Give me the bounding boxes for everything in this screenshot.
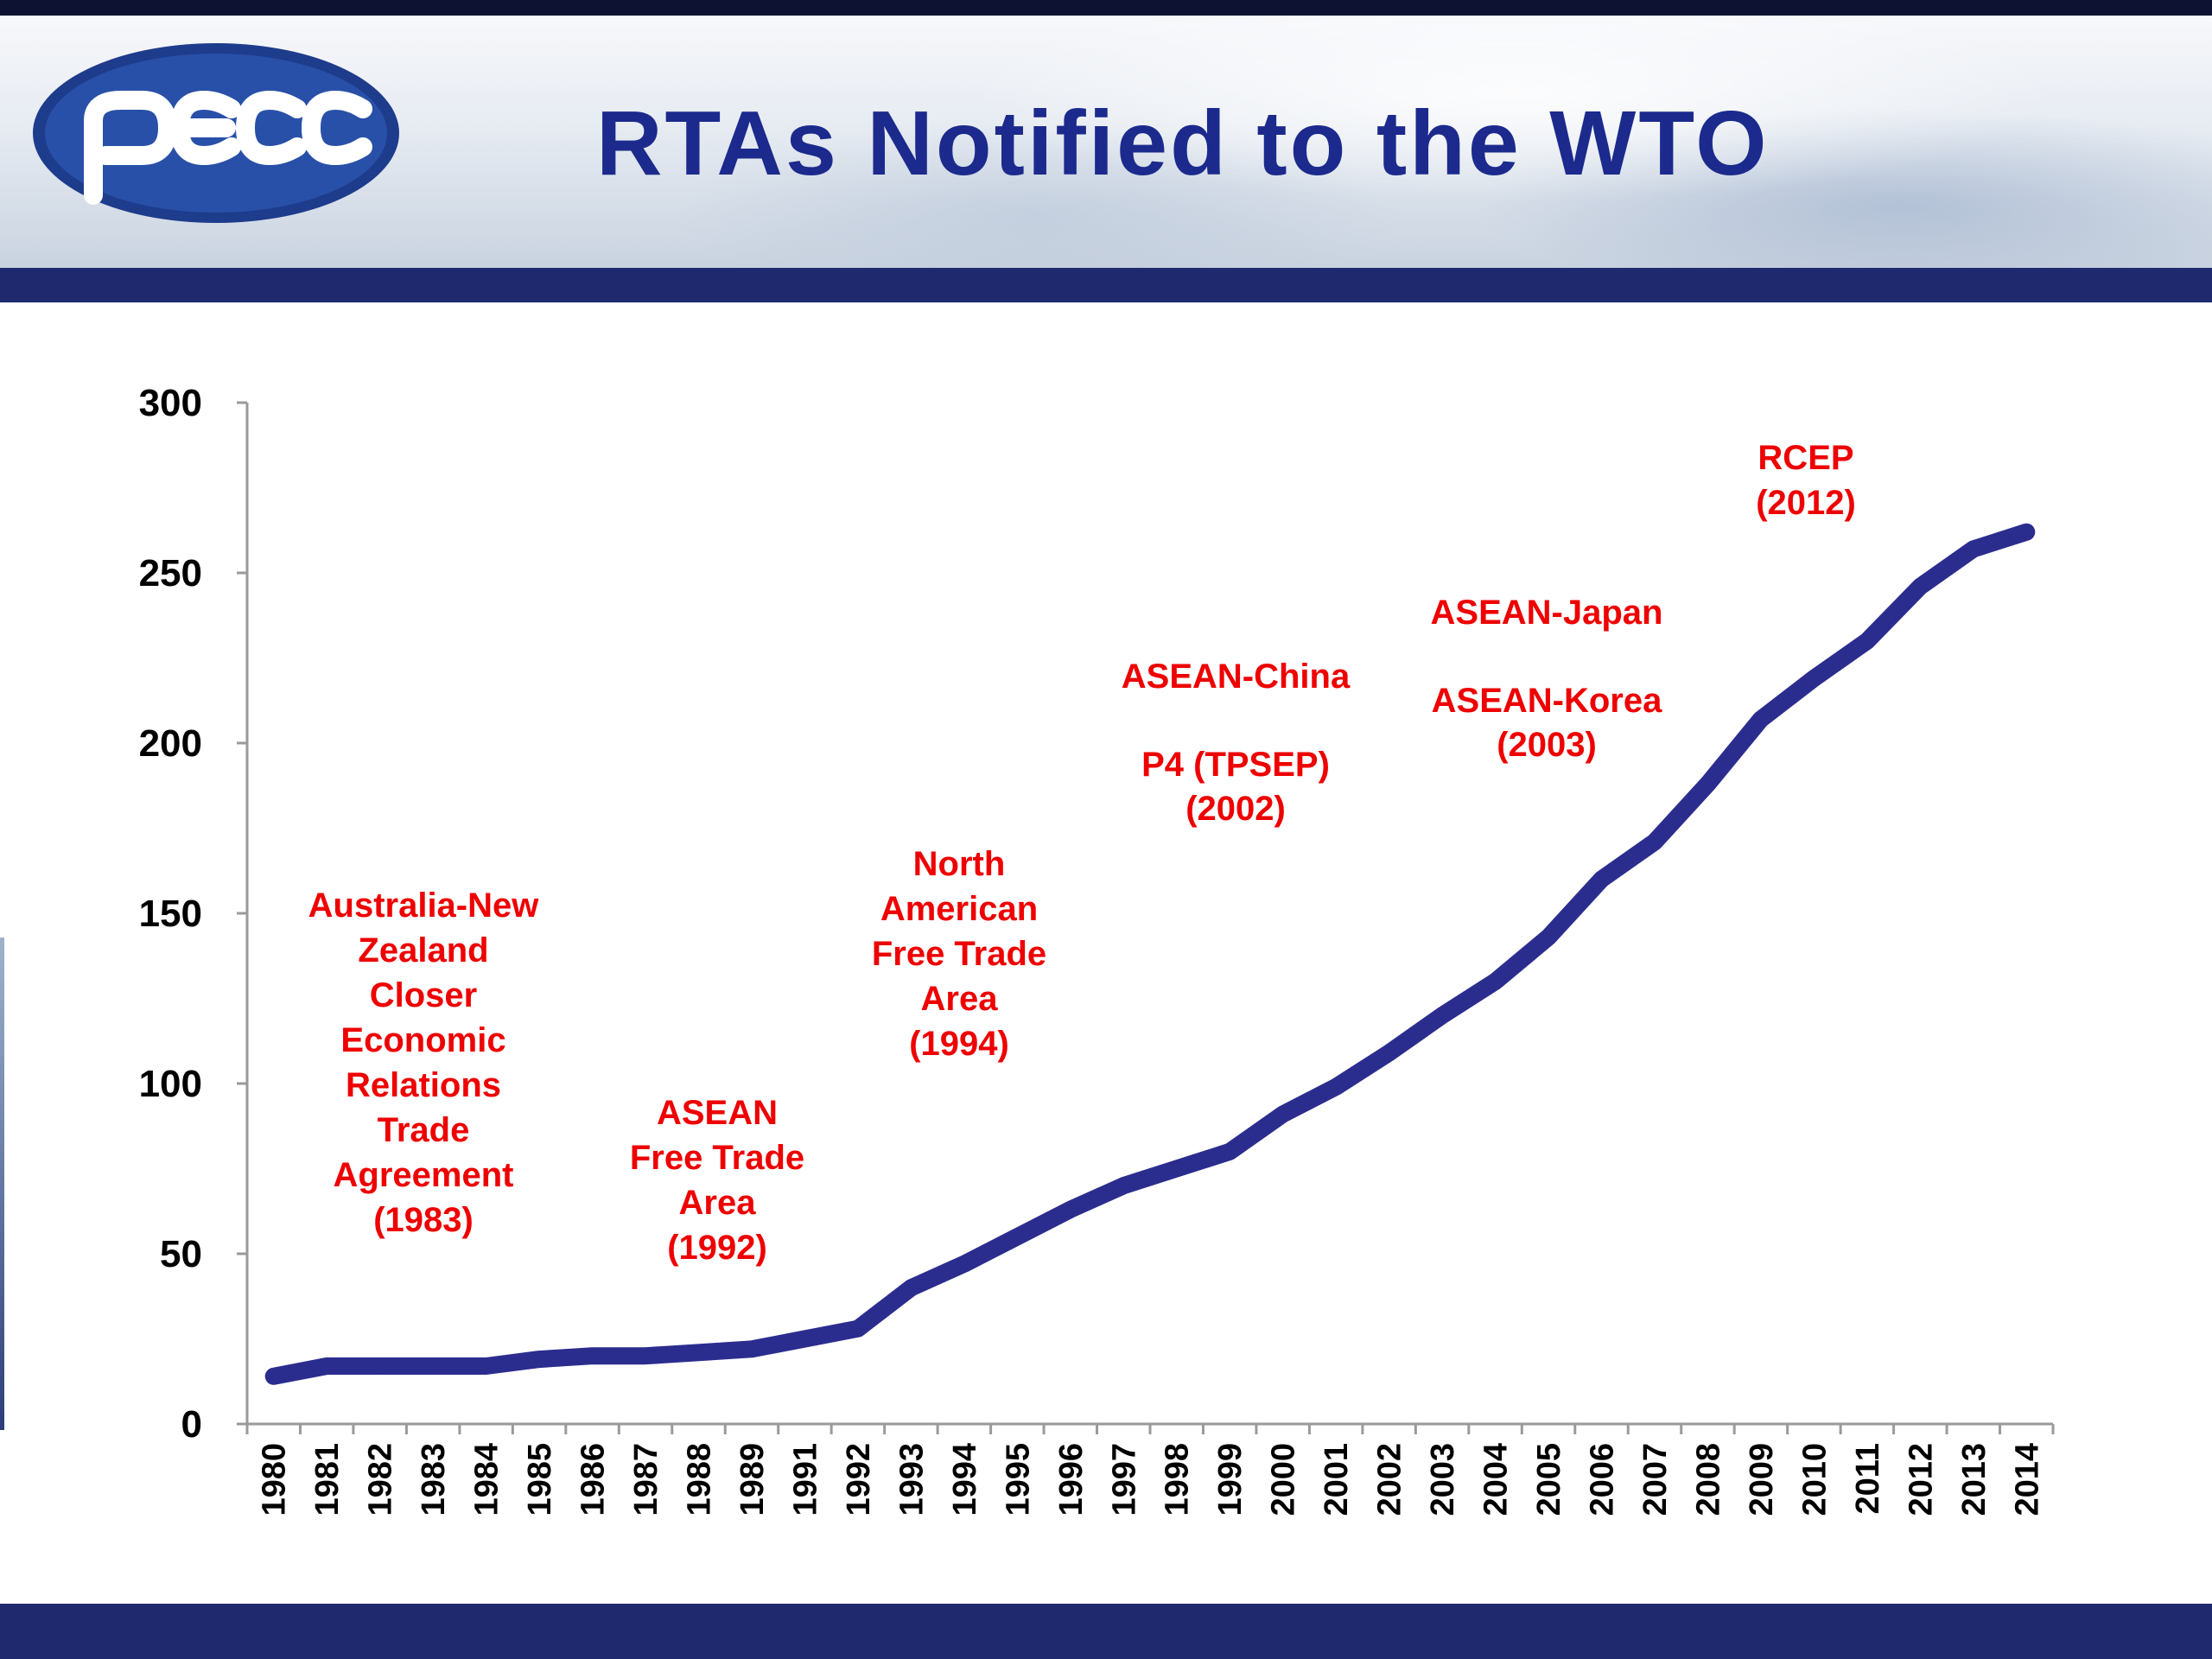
annotation-asean-japan-korea: ASEAN-Japan ASEAN-Korea (2003)	[1430, 594, 1663, 764]
x-tick-label: 1991	[787, 1443, 823, 1516]
data-point-2006	[1593, 871, 1610, 887]
x-tick-label: 1988	[682, 1443, 718, 1516]
x-tick-label: 2009	[1744, 1443, 1780, 1516]
data-point-2009	[1752, 711, 1769, 728]
x-tick-label: 1996	[1053, 1443, 1090, 1516]
x-tick-label: 1985	[522, 1443, 558, 1516]
annotation-nafta: North American Free Trade Area (1994)	[871, 845, 1047, 1063]
x-tick-label: 1984	[469, 1443, 505, 1516]
data-point-2000	[1274, 1106, 1291, 1122]
x-tick-label: 1986	[575, 1443, 612, 1516]
x-tick-label: 2011	[1850, 1443, 1886, 1514]
slide-title: RTAs Notified to the WTO	[596, 92, 1770, 194]
data-points	[265, 524, 2035, 1384]
data-point-1993	[903, 1280, 919, 1296]
footer-bar	[0, 1604, 2212, 1659]
x-tick-label: 2003	[1425, 1443, 1461, 1516]
data-point-1999	[1222, 1143, 1238, 1160]
data-point-1981	[319, 1358, 335, 1375]
x-ticks: 1980 1981 1982 1983 1984 1985 1986 1987 1988 1989…	[245, 1424, 2055, 1516]
annotation-asean-china-p4: ASEAN-China P4 (TPSEP) (2002)	[1121, 658, 1351, 828]
x-tick-label: 1994	[947, 1443, 983, 1516]
data-point-1995	[1009, 1229, 1026, 1245]
header-rule	[0, 268, 2212, 302]
y-tick-label: 50	[160, 1233, 202, 1275]
x-tick-label: 1989	[734, 1443, 771, 1516]
y-tick-label: 100	[139, 1063, 202, 1105]
pecc-logo	[31, 41, 401, 225]
data-point-1983	[425, 1358, 442, 1375]
x-tick-label: 1980	[257, 1443, 293, 1516]
series-line-rtas	[264, 523, 2036, 1385]
y-tick-label: 200	[139, 722, 202, 765]
x-tick-label: 2010	[1796, 1443, 1833, 1516]
data-point-2002	[1381, 1045, 1397, 1061]
left-edge-decoration	[0, 938, 4, 1430]
x-tick-label: 1981	[309, 1443, 346, 1516]
x-tick-label: 1998	[1160, 1443, 1196, 1516]
x-tick-label: 1982	[363, 1443, 399, 1516]
data-point-1989	[743, 1341, 760, 1357]
x-tick-label: 2000	[1266, 1443, 1302, 1516]
data-point-1980	[265, 1368, 282, 1384]
annotation-anzcerta: Australia-New Zealand Closer Economic Re…	[308, 887, 539, 1239]
x-tick-label: 2012	[1903, 1443, 1939, 1516]
data-point-1994	[956, 1255, 972, 1272]
x-tick-label: 2006	[1585, 1443, 1621, 1516]
x-tick-label: 1999	[1212, 1443, 1249, 1516]
x-tick-label: 2001	[1319, 1443, 1355, 1516]
data-point-1996	[1062, 1201, 1078, 1217]
data-point-1984	[478, 1358, 494, 1375]
x-tick-label: 2004	[1478, 1443, 1515, 1516]
data-point-2011	[1859, 632, 1875, 649]
y-tick-label: 150	[139, 893, 202, 935]
data-point-2005	[1541, 929, 1557, 945]
y-tick-label: 300	[139, 382, 202, 424]
x-tick-label: 1997	[1106, 1443, 1142, 1516]
x-tick-label: 2002	[1372, 1443, 1408, 1516]
x-tick-label: 2014	[2009, 1443, 2045, 1516]
data-point-1992	[849, 1320, 866, 1337]
data-point-2008	[1700, 776, 1716, 792]
data-point-2007	[1646, 834, 1662, 850]
data-point-2003	[1434, 1007, 1451, 1024]
data-point-1982	[372, 1358, 388, 1375]
data-point-1991	[797, 1331, 813, 1347]
x-tick-label: 1987	[628, 1443, 664, 1516]
data-point-1997	[1116, 1178, 1132, 1194]
data-point-1985	[531, 1351, 548, 1368]
data-point-2012	[1912, 578, 1929, 594]
x-tick-label: 2013	[1956, 1443, 1993, 1516]
x-tick-label: 2008	[1690, 1443, 1726, 1516]
annotation-afta: ASEAN Free Trade Area (1992)	[629, 1094, 805, 1267]
data-point-2004	[1487, 973, 1503, 989]
data-point-1986	[584, 1348, 601, 1364]
data-point-2010	[1806, 671, 1822, 687]
y-tick-label: 0	[181, 1403, 202, 1446]
data-point-1988	[690, 1344, 707, 1361]
data-point-2014	[2018, 524, 2035, 540]
x-tick-label: 1983	[416, 1443, 452, 1516]
x-tick-label: 1993	[893, 1443, 930, 1516]
annotation-rcep: RCEP (2012)	[1756, 439, 1856, 522]
x-tick-label: 2005	[1531, 1443, 1567, 1516]
y-ticks: 0 50 100 150 200 250 300	[139, 382, 247, 1446]
data-point-1987	[638, 1348, 654, 1364]
top-edge	[0, 0, 2212, 16]
x-tick-label: 1992	[841, 1443, 877, 1516]
data-point-2013	[1965, 541, 1981, 557]
x-tick-label: 2007	[1637, 1443, 1674, 1516]
x-tick-label: 1995	[1000, 1443, 1036, 1516]
data-point-1998	[1168, 1160, 1185, 1177]
data-point-2001	[1328, 1078, 1344, 1095]
y-tick-label: 250	[139, 552, 202, 594]
